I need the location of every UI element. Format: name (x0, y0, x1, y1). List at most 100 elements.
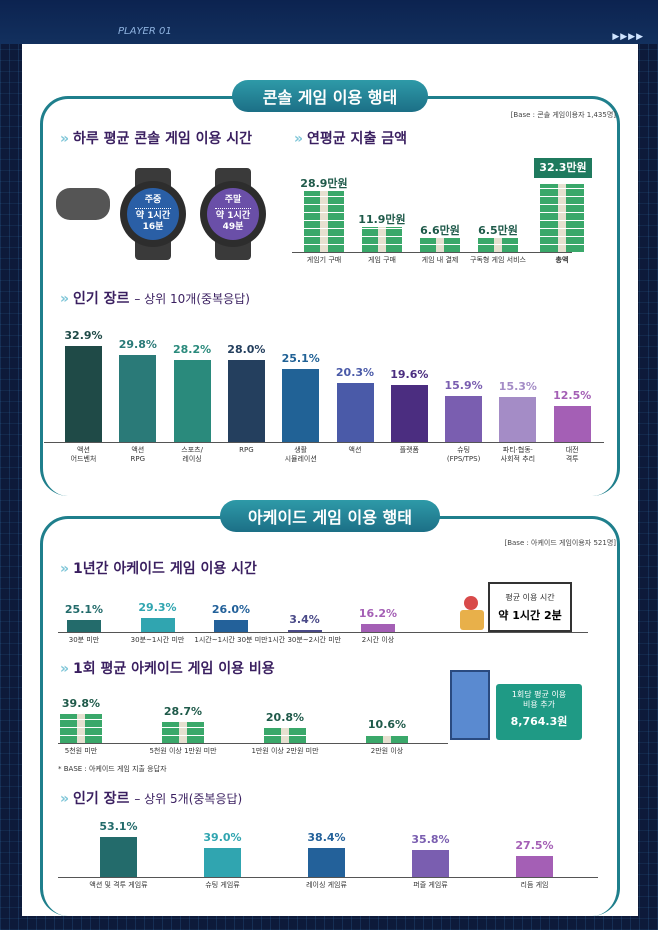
bar (227, 360, 265, 442)
watch-weekday: 주중 약 1시간 16분 (120, 168, 186, 260)
bar (65, 345, 102, 442)
bar-label: 1시간~1시간 30분 미만 (194, 636, 268, 644)
bar-label: 액션 및 격투 게임류 (89, 881, 148, 889)
bar (499, 397, 537, 442)
spend-value: 11.9만원 (358, 213, 406, 226)
bar-label: 슈팅 게임류 (205, 881, 240, 889)
avg-time-value: 약 1시간 2분 (498, 609, 562, 622)
bar-label: RPG (239, 446, 254, 454)
chart-axis (58, 743, 448, 744)
top-banner: PLAYER 01 ▶▶▶▶ (0, 0, 658, 44)
console-genre-heading: » 인기 장르 – 상위 10개(중복응답) (60, 291, 250, 307)
chart-axis (58, 877, 598, 878)
bar-value: 15.9% (444, 378, 483, 392)
bar-label: 2만원 이상 (370, 747, 404, 755)
bar-value: 25.1% (64, 603, 104, 617)
avg-cost-label: 1회당 평균 이용 비용 추가 (511, 690, 567, 709)
arcade-title: 아케이드 게임 이용 행태 (220, 500, 440, 532)
bar-value: 20.8% (265, 711, 305, 725)
spend-value: 28.9만원 (300, 177, 348, 191)
bar-label: 생활 시뮬레이션 (284, 446, 317, 463)
bar (67, 620, 101, 632)
bar-value: 39.8% (61, 697, 101, 711)
atm-icon (450, 670, 490, 740)
money-stack (540, 184, 584, 252)
bar (100, 837, 137, 877)
bar-label: 30분 미만 (68, 636, 100, 644)
bar-label: 1시간 30분~2시간 미만 (267, 636, 342, 644)
bar (336, 382, 374, 442)
bar-value: 29.8% (118, 337, 157, 351)
avg-time-calendar: 평균 이용 시간 약 1시간 2분 (488, 582, 572, 632)
bar (119, 354, 157, 442)
bar-label: 5천원 미만 (64, 747, 98, 755)
bar-value: 19.6% (390, 367, 429, 381)
bar (361, 624, 395, 632)
bar (287, 630, 322, 632)
spend-axis (292, 252, 572, 253)
bar-label: 액션 (348, 446, 362, 454)
bar-label: 대전 격투 (565, 446, 579, 463)
money-stack (420, 238, 460, 252)
bar-value: 28.7% (163, 705, 203, 719)
spend-label: 구독형 게임 서비스 (470, 256, 526, 264)
console-title: 콘솔 게임 이용 행태 (232, 80, 428, 112)
bar-value: 16.2% (358, 607, 398, 621)
console-base: [Base : 콘솔 게임이용자 1,435명] (510, 111, 616, 119)
watch-weekend: 주말 약 1시간 49분 (200, 168, 266, 260)
avg-cost-ticket: 1회당 평균 이용 비용 추가 8,764.3원 (496, 684, 582, 740)
joystick-base (460, 610, 484, 630)
bar-value: 28.2% (173, 342, 212, 356)
daily-heading: » 하루 평균 콘솔 게임 이용 시간 (60, 131, 252, 147)
bar (204, 847, 241, 877)
spend-label: 게임 내 결제 (421, 256, 459, 264)
infographic-card: 콘솔 게임 이용 행태 [Base : 콘솔 게임이용자 1,435명] » 하루… (22, 44, 638, 916)
arcade-genre-heading: » 인기 장르 – 상위 5개(중복응답) (60, 791, 243, 807)
chart-axis (58, 632, 588, 633)
bar-label: 리듬 게임 (520, 881, 549, 889)
bar-label: 액션 RPG (130, 446, 146, 463)
bar-value: 20.3% (335, 365, 375, 379)
bar-label: 레이싱 게임류 (306, 881, 347, 889)
bar-value: 27.5% (515, 839, 554, 853)
bar-value: 26.0% (211, 602, 251, 616)
bar-label: 파티·협동· 사회적 추리 (500, 446, 536, 463)
bar-label: 슈팅 (FPS/TPS) (446, 446, 481, 463)
bar-value: 39.0% (203, 830, 242, 844)
bar (553, 405, 591, 442)
bar-value: 10.6% (367, 718, 407, 732)
joystick-icon (464, 596, 478, 610)
bar (308, 848, 345, 877)
money-stack (162, 722, 204, 743)
spend-value: 6.5만원 (478, 224, 518, 238)
spend-label: 총액 (555, 256, 569, 264)
money-stack (264, 728, 306, 743)
bar-label: 액션 어드벤처 (70, 446, 97, 463)
arcade-base: [Base : 아케이드 게임이용자 521명] (504, 539, 616, 547)
player-label: PLAYER 01 (118, 26, 172, 37)
money-stack (478, 238, 518, 252)
spend-value: 6.6만원 (420, 224, 460, 238)
bar (445, 395, 483, 442)
bar-value: 28.0% (227, 343, 266, 357)
bar-label: 2시간 이상 (361, 636, 395, 644)
bar-value: 53.1% (99, 820, 138, 834)
bar-value: 38.4% (307, 831, 346, 845)
arcade-cost-heading: » 1회 평균 아케이드 게임 이용 비용 (60, 661, 275, 677)
spend-total-badge: 32.3만원 (534, 158, 592, 179)
spend-heading: » 연평균 지출 금액 (294, 131, 407, 147)
cost-note: * BASE : 아케이드 게임 지출 응답자 (58, 765, 167, 773)
arrows-icon: ▶▶▶▶ (612, 32, 644, 42)
bar-label: 30분~1시간 미만 (130, 636, 185, 644)
bar-label: 퍼즐 게임류 (413, 881, 448, 889)
money-stack (60, 714, 102, 743)
bar-label: 5천원 이상 1만원 미만 (149, 747, 217, 755)
bar (140, 618, 175, 632)
bar (214, 619, 248, 632)
money-stack (366, 735, 408, 743)
bar-label: 플랫폼 (399, 446, 419, 454)
spend-label: 게임기 구매 (306, 256, 342, 264)
money-stack (304, 191, 344, 252)
spend-label: 게임 구매 (368, 256, 396, 264)
bar-value: 35.8% (411, 833, 450, 847)
